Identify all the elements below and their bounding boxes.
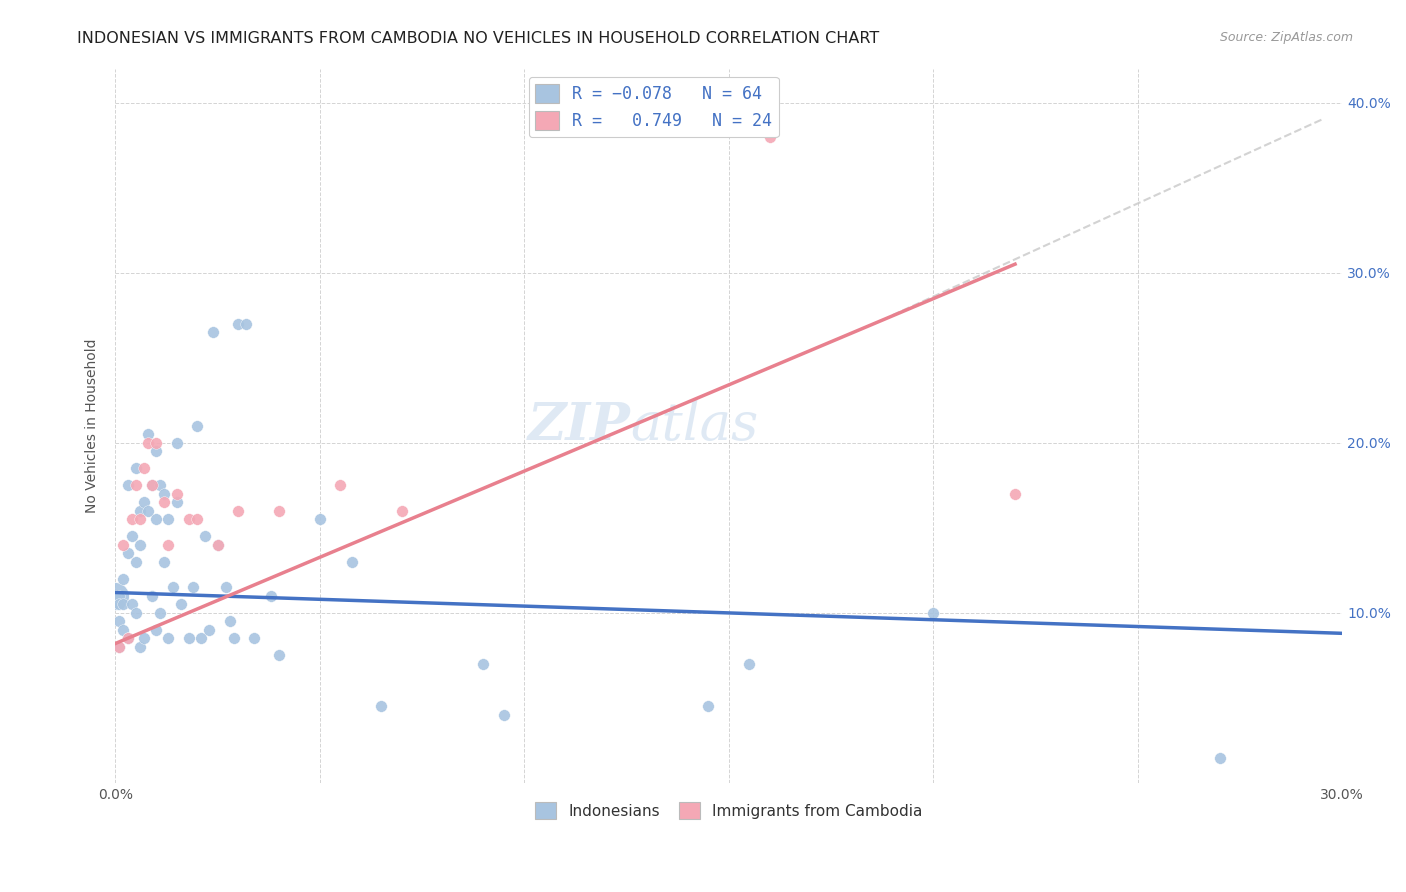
- Point: [157, 512, 180, 526]
- Point: [145, 435, 167, 450]
- Point: [260, 589, 283, 603]
- Point: [104, 589, 127, 603]
- Point: [117, 632, 139, 646]
- Point: [177, 512, 200, 526]
- Point: [329, 478, 352, 492]
- Point: [136, 427, 159, 442]
- Point: [222, 632, 245, 646]
- Point: [121, 529, 143, 543]
- Point: [342, 555, 364, 569]
- Point: [141, 478, 163, 492]
- Point: [108, 640, 131, 654]
- Point: [166, 487, 188, 501]
- Point: [267, 504, 290, 518]
- Point: [117, 632, 139, 646]
- Point: [194, 529, 217, 543]
- Point: [758, 129, 780, 144]
- Text: ZIP: ZIP: [527, 401, 631, 451]
- Point: [922, 606, 945, 620]
- Point: [132, 461, 155, 475]
- Point: [145, 444, 167, 458]
- Point: [166, 435, 188, 450]
- Point: [1004, 487, 1026, 501]
- Point: [308, 512, 330, 526]
- Point: [132, 495, 155, 509]
- Point: [132, 632, 155, 646]
- Point: [121, 598, 143, 612]
- Point: [128, 504, 150, 518]
- Point: [738, 657, 761, 671]
- Point: [170, 598, 193, 612]
- Point: [198, 623, 221, 637]
- Point: [149, 606, 172, 620]
- Point: [153, 555, 176, 569]
- Point: [136, 435, 159, 450]
- Y-axis label: No Vehicles in Household: No Vehicles in Household: [86, 339, 100, 513]
- Point: [697, 699, 720, 714]
- Point: [492, 708, 515, 723]
- Point: [166, 495, 188, 509]
- Point: [267, 648, 290, 663]
- Point: [207, 538, 229, 552]
- Point: [108, 640, 131, 654]
- Point: [125, 606, 148, 620]
- Point: [149, 478, 172, 492]
- Point: [117, 478, 139, 492]
- Point: [125, 478, 148, 492]
- Text: INDONESIAN VS IMMIGRANTS FROM CAMBODIA NO VEHICLES IN HOUSEHOLD CORRELATION CHAR: INDONESIAN VS IMMIGRANTS FROM CAMBODIA N…: [77, 31, 880, 46]
- Text: atlas: atlas: [631, 401, 759, 451]
- Point: [162, 581, 184, 595]
- Point: [136, 504, 159, 518]
- Point: [235, 317, 257, 331]
- Point: [243, 632, 266, 646]
- Point: [181, 581, 204, 595]
- Point: [141, 478, 163, 492]
- Point: [157, 538, 180, 552]
- Point: [215, 581, 238, 595]
- Point: [108, 615, 131, 629]
- Point: [112, 623, 135, 637]
- Point: [125, 555, 148, 569]
- Point: [108, 598, 131, 612]
- Point: [157, 632, 180, 646]
- Text: Source: ZipAtlas.com: Source: ZipAtlas.com: [1219, 31, 1353, 45]
- Point: [1208, 750, 1230, 764]
- Point: [202, 325, 225, 339]
- Point: [108, 589, 131, 603]
- Point: [190, 632, 212, 646]
- Point: [104, 589, 127, 603]
- Point: [177, 632, 200, 646]
- Point: [153, 495, 176, 509]
- Point: [141, 589, 163, 603]
- Point: [186, 512, 208, 526]
- Point: [128, 640, 150, 654]
- Point: [370, 699, 392, 714]
- Point: [128, 538, 150, 552]
- Point: [125, 461, 148, 475]
- Legend: Indonesians, Immigrants from Cambodia: Indonesians, Immigrants from Cambodia: [529, 796, 928, 825]
- Point: [226, 504, 249, 518]
- Point: [472, 657, 495, 671]
- Point: [226, 317, 249, 331]
- Point: [153, 487, 176, 501]
- Point: [112, 572, 135, 586]
- Point: [121, 512, 143, 526]
- Point: [145, 512, 167, 526]
- Point: [145, 623, 167, 637]
- Point: [207, 538, 229, 552]
- Point: [391, 504, 413, 518]
- Point: [112, 538, 135, 552]
- Point: [186, 418, 208, 433]
- Point: [128, 512, 150, 526]
- Point: [218, 615, 240, 629]
- Point: [117, 546, 139, 560]
- Point: [112, 598, 135, 612]
